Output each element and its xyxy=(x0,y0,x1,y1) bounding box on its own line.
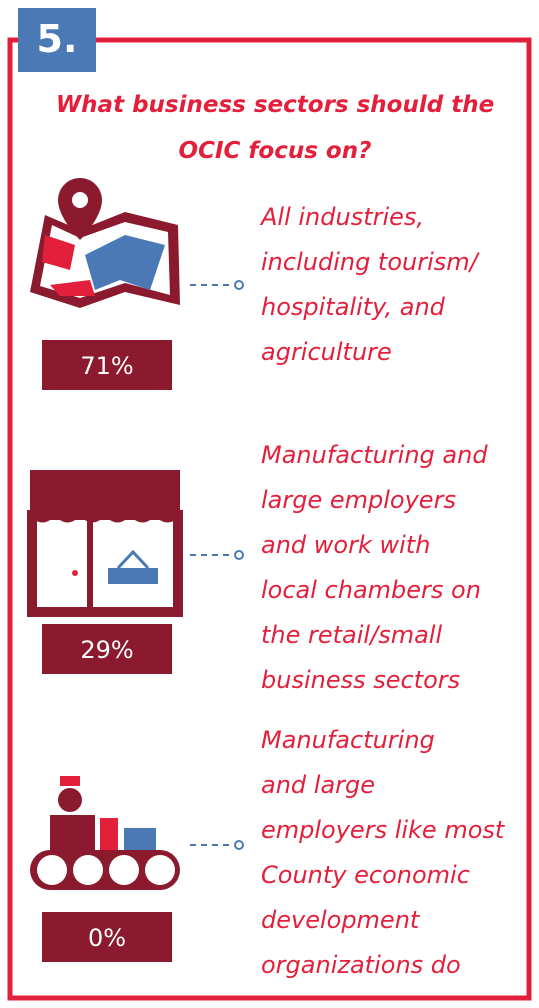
connector-dot xyxy=(234,550,244,560)
description: organizations do xyxy=(261,951,461,979)
percent: 29% xyxy=(80,636,133,664)
percent-badge xyxy=(42,340,172,390)
map-icon xyxy=(30,178,180,308)
description: Manufacturing and xyxy=(261,441,488,469)
description: development xyxy=(261,906,421,934)
description: large employers xyxy=(261,486,456,514)
description: local chambers on xyxy=(261,576,481,604)
description: and work with xyxy=(261,531,430,559)
connector-dot xyxy=(234,840,244,850)
percent: 0% xyxy=(88,924,126,952)
percent-badge xyxy=(42,624,172,674)
frame xyxy=(7,37,532,1001)
title: OCIC focus on? xyxy=(179,138,372,164)
description: hospitality, and xyxy=(261,293,446,321)
title: What business sectors should the xyxy=(56,92,494,118)
number: 5. xyxy=(37,17,78,61)
description: and large xyxy=(261,771,375,799)
description: agriculture xyxy=(261,338,392,366)
description: County economic xyxy=(261,861,470,889)
description: Manufacturing xyxy=(261,726,435,754)
percent-badge xyxy=(42,912,172,962)
description: the retail/small xyxy=(261,621,442,649)
description: All industries, xyxy=(259,203,424,231)
description: including tourism/ xyxy=(261,248,481,276)
connector-dot xyxy=(234,280,244,290)
store-icon xyxy=(27,470,183,617)
percent: 71% xyxy=(80,352,133,380)
description: business sectors xyxy=(261,666,460,694)
description: employers like most xyxy=(261,816,506,844)
number-box xyxy=(18,8,96,72)
conveyor-icon xyxy=(30,776,180,890)
